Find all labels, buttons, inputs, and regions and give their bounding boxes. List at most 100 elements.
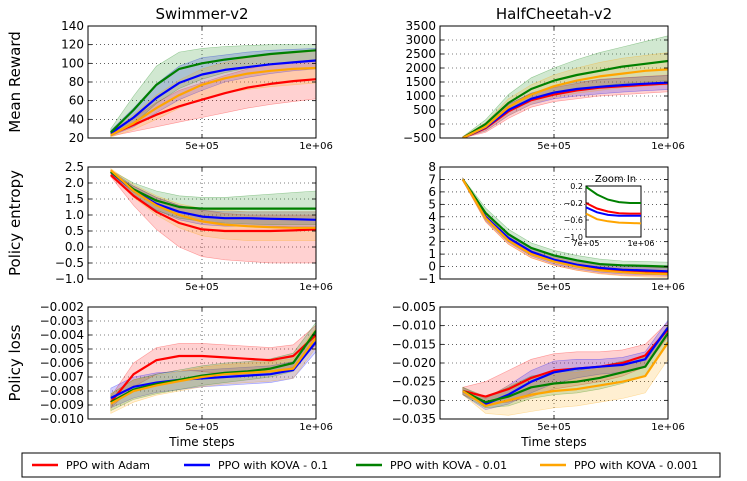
legend-entry-kova-0-001: PPO with KOVA - 0.001 (540, 459, 698, 472)
line-ppo-with-kova-0-001 (461, 178, 668, 276)
y-tick-label: −0.025 (392, 375, 436, 389)
x-tick-label: 5e+05 (537, 141, 571, 152)
y-tick-label: 3 (428, 222, 436, 236)
y-tick-label: −0.015 (392, 337, 436, 351)
legend-entry-kova-0-01: PPO with KOVA - 0.01 (356, 459, 507, 472)
band-ppo-with-kova-0-001 (462, 325, 668, 416)
series-layer-3 (110, 168, 316, 264)
series-layer-4 (461, 177, 668, 279)
inset-y-tick-label: 0.2 (570, 182, 583, 191)
legend-entry-kova-0-1: PPO with KOVA - 0.1 (184, 459, 328, 472)
line-ppo-with-kova-0-1 (461, 178, 668, 273)
y-tick-label: 2000 (405, 61, 436, 75)
y-tick-label: 2.5 (65, 160, 84, 174)
y-axis-5: −0.010−0.009−0.008−0.007−0.006−0.005−0.0… (40, 300, 316, 426)
series-layer-1 (110, 44, 316, 138)
y-tick-label: −0.010 (40, 412, 84, 426)
line-ppo-with-kova-0-1 (462, 81, 668, 138)
inset-title: Zoom In (595, 174, 636, 185)
band-ppo-with-kova-0-01 (110, 169, 316, 225)
legend: PPO with Adam PPO with KOVA - 0.1 PPO wi… (21, 452, 721, 478)
y-tick-label: 0.5 (65, 224, 84, 238)
line-ppo-with-kova-0-1 (110, 341, 316, 399)
y-axis-3: −1.0 −0.5 0.0 0.5 1.0 1.5 2.0 2.5 (55, 160, 316, 286)
y-tick-label: −0.005 (392, 300, 436, 314)
y-tick-label: 120 (61, 38, 84, 52)
x-tick-label: 5e+05 (185, 282, 219, 293)
y-tick-label: 20 (69, 131, 84, 145)
x-axis-6: 5e+05 1e+06 (439, 307, 685, 433)
y-tick-label: 40 (69, 112, 84, 126)
series-layer-6 (462, 319, 668, 416)
x-tick-label: 1e+06 (651, 141, 685, 152)
inset-line-ppo-with-adam (585, 202, 641, 215)
y-tick-label: 1500 (405, 75, 436, 89)
band-ppo-with-kova-0-01 (110, 44, 316, 137)
y-tick-label: −0.020 (392, 356, 436, 370)
x-axis-2: 5e+05 1e+06 (439, 26, 685, 152)
y-tick-label: −0.002 (40, 300, 84, 314)
y-tick-label: −0.004 (40, 328, 84, 342)
x-axis-4: 5e+05 1e+06 (439, 167, 685, 293)
line-ppo-with-kova-0-001 (110, 337, 316, 405)
y-tick-label: 4 (428, 210, 436, 224)
y-tick-label: −0.005 (40, 342, 84, 356)
band-ppo-with-kova-0-001 (462, 177, 668, 279)
line-ppo-with-kova-0-01 (462, 59, 668, 138)
line-ppo-with-kova-0-01 (110, 170, 316, 210)
band-ppo-with-adam (110, 59, 316, 137)
y-tick-label: −500 (403, 131, 436, 145)
y-tick-label: 80 (69, 75, 84, 89)
y-tick-label: −0.035 (392, 412, 436, 426)
y-axis-label: Mean Reward (6, 31, 24, 133)
inset-line-ppo-with-kova-0-001 (585, 212, 642, 225)
x-axis-5: 5e+05 1e+06 (87, 307, 333, 433)
y-tick-label: 1 (428, 247, 436, 261)
x-tick-label: 1e+06 (299, 141, 333, 152)
y-tick-label: −0.007 (40, 370, 84, 384)
y-axis-label: Policy loss (6, 324, 24, 401)
y-tick-label: −0.010 (392, 319, 436, 333)
y-tick-label: 1.0 (65, 208, 84, 222)
y-axis-label: Policy entropy (6, 170, 24, 276)
y-tick-label: 2500 (405, 47, 436, 61)
y-tick-label: 3000 (405, 33, 436, 47)
y-tick-label: 1.5 (65, 192, 84, 206)
line-ppo-with-kova-0-01 (110, 330, 316, 404)
band-ppo-with-kova-0-01 (110, 321, 316, 412)
y-tick-label: −0.008 (40, 384, 84, 398)
inset-x-tick-label: 7e+05 (573, 239, 600, 248)
legend-label-kova-0-1: PPO with KOVA - 0.1 (218, 459, 328, 472)
line-ppo-with-kova-0-01 (462, 332, 668, 404)
inset-y-tick-label: −0.2 (564, 199, 583, 208)
line-ppo-with-kova-0-001 (110, 66, 316, 137)
band-ppo-with-kova-0-1 (110, 331, 316, 409)
y-tick-label: −0.006 (40, 356, 84, 370)
y-tick-label: −0.003 (40, 314, 84, 328)
panel-6: −0.035 −0.030 −0.025 −0.020 −0.015 −0.010 −0.0… (392, 300, 685, 449)
line-ppo-with-kova-0-1 (110, 59, 316, 135)
y-tick-label: 500 (413, 103, 436, 117)
band-ppo-with-adam (110, 324, 316, 409)
y-tick-label: −1 (418, 272, 436, 286)
band-ppo-with-adam (462, 321, 668, 405)
y-tick-label: −0.5 (55, 256, 84, 270)
y-axis-1: 20 40 60 80 100 120 140 (61, 19, 316, 145)
y-tick-label: −0.009 (40, 398, 84, 412)
y-tick-label: 5 (428, 197, 436, 211)
y-tick-label: −0.030 (392, 393, 436, 407)
y-tick-label: 1000 (405, 89, 436, 103)
legend-entry-adam: PPO with Adam (32, 459, 150, 472)
series-layer-5 (109, 321, 316, 414)
panel-title: Swimmer-v2 (155, 5, 248, 23)
y-tick-label: 2 (428, 235, 436, 249)
x-tick-label: 1e+06 (651, 422, 685, 433)
line-ppo-with-kova-0-01 (110, 49, 316, 134)
y-tick-label: 60 (69, 94, 84, 108)
x-axis-label: Time steps (520, 435, 586, 449)
